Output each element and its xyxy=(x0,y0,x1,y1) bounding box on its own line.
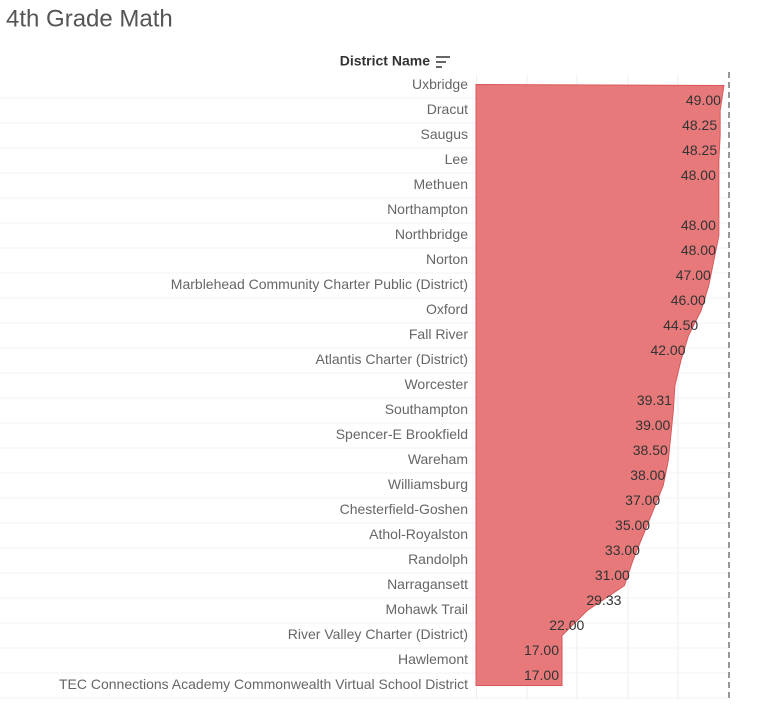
value-label: 17.00 xyxy=(524,642,559,658)
category-label: Spencer-E Brookfield xyxy=(336,426,468,442)
value-label: 35.00 xyxy=(615,517,650,533)
value-label: 39.00 xyxy=(635,417,670,433)
category-label: Lee xyxy=(445,151,469,167)
category-label: TEC Connections Academy Commonwealth Vir… xyxy=(59,676,468,692)
value-label: 42.00 xyxy=(650,342,685,358)
value-label: 17.00 xyxy=(524,667,559,683)
category-label: Uxbridge xyxy=(412,76,468,92)
category-label: River Valley Charter (District) xyxy=(288,626,468,642)
category-label: Marblehead Community Charter Public (Dis… xyxy=(171,276,468,292)
value-label: 38.50 xyxy=(633,442,668,458)
category-label: Northbridge xyxy=(395,226,468,242)
sort-icon[interactable] xyxy=(436,56,450,68)
category-label: Oxford xyxy=(426,301,468,317)
category-label: Saugus xyxy=(421,126,468,142)
value-label: 37.00 xyxy=(625,492,660,508)
category-label: Wareham xyxy=(408,451,468,467)
category-label: Narragansett xyxy=(387,576,468,592)
value-label: 48.00 xyxy=(681,167,716,183)
category-label: Chesterfield-Goshen xyxy=(340,501,468,517)
page-title: 4th Grade Math xyxy=(6,5,173,32)
category-label: Hawlemont xyxy=(398,651,468,667)
value-label: 29.33 xyxy=(586,592,621,608)
value-label: 48.25 xyxy=(682,142,717,158)
category-label: Atlantis Charter (District) xyxy=(316,351,468,367)
value-label: 47.00 xyxy=(676,267,711,283)
category-label: Worcester xyxy=(404,376,468,392)
value-label: 38.00 xyxy=(630,467,665,483)
category-label: Norton xyxy=(426,251,468,267)
value-label: 49.00 xyxy=(686,92,721,108)
area xyxy=(475,83,725,686)
category-label: Williamsburg xyxy=(388,476,468,492)
value-label: 39.31 xyxy=(637,392,672,408)
value-label: 44.50 xyxy=(663,317,698,333)
value-label: 22.00 xyxy=(549,617,584,633)
category-label: Methuen xyxy=(414,176,468,192)
category-label: Southampton xyxy=(385,401,468,417)
value-label: 48.25 xyxy=(682,117,717,133)
category-label: Athol-Royalston xyxy=(369,526,468,542)
value-label: 48.00 xyxy=(681,242,716,258)
category-label: Northampton xyxy=(387,201,468,217)
value-label: 31.00 xyxy=(595,567,630,583)
value-label: 48.00 xyxy=(681,217,716,233)
category-label: Dracut xyxy=(427,101,468,117)
axis-label[interactable]: District Name xyxy=(340,53,430,69)
category-label: Randolph xyxy=(408,551,468,567)
value-label: 33.00 xyxy=(605,542,640,558)
value-label: 46.00 xyxy=(671,292,706,308)
category-label: Fall River xyxy=(409,326,468,342)
category-label: Mohawk Trail xyxy=(386,601,468,617)
